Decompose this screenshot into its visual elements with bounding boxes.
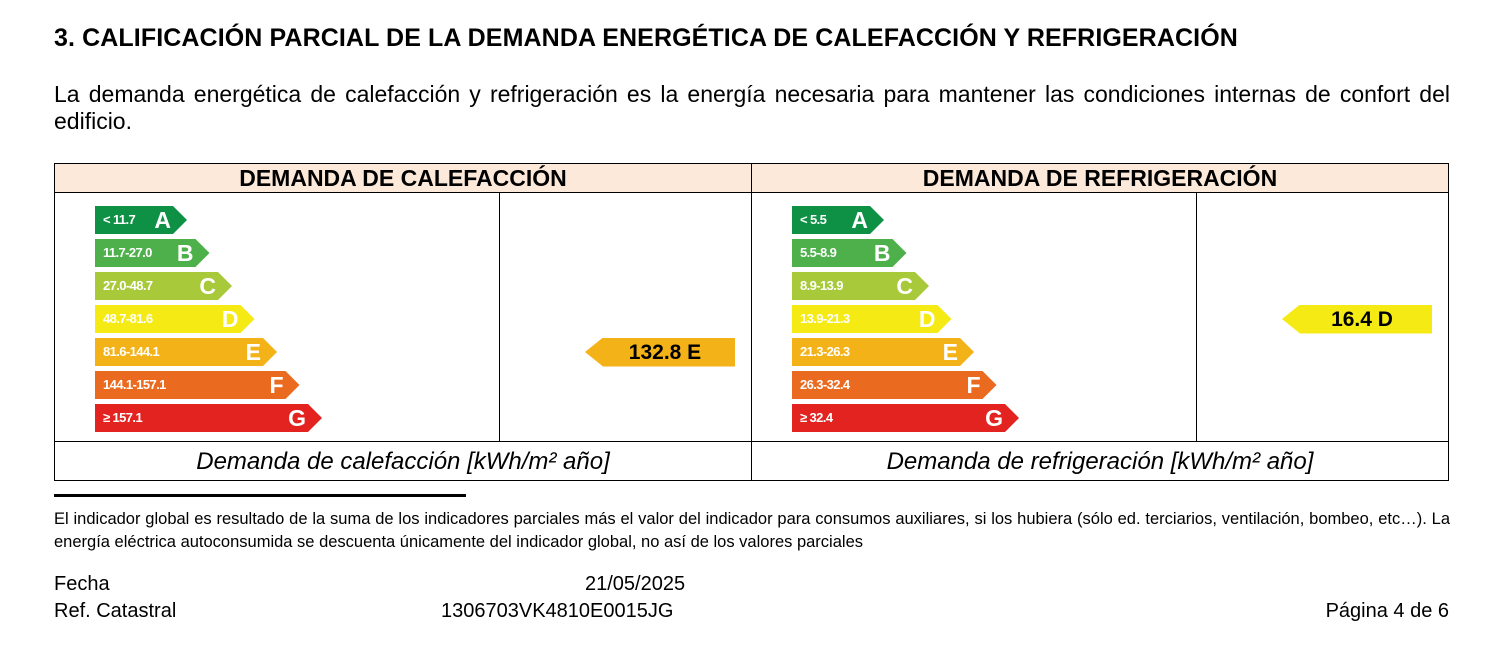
cooling-band-letter: E <box>942 339 958 365</box>
cooling-band-range: 13.9-21.3 <box>800 311 850 326</box>
cooling-band-d: 13.9-21.3 D <box>792 305 952 333</box>
heating-band-letter: G <box>288 405 306 431</box>
heating-band-letter: D <box>221 306 239 332</box>
heating-band-letter: B <box>176 240 194 266</box>
heating-band-range: < 11.7 <box>103 212 136 227</box>
cadastral-ref-label: Ref. Catastral <box>54 600 177 622</box>
heating-panel-footer: Demanda de calefacción [kWh/m² año] <box>55 441 751 480</box>
heating-band-letter: C <box>199 273 216 299</box>
heating-rating-area: 132.8 E <box>500 193 751 441</box>
heating-band-d: 48.7-81.6 D <box>95 305 255 333</box>
heating-band-b: 11.7-27.0 B <box>95 239 210 267</box>
cooling-panel-footer: Demanda de refrigeración [kWh/m² año] <box>752 441 1448 480</box>
global-indicator-note: El indicador global es resultado de la s… <box>54 510 1450 551</box>
cooling-band-e: 21.3-26.3 E <box>792 338 974 366</box>
cooling-band-range: 26.3-32.4 <box>800 377 850 392</box>
cooling-band-letter: G <box>985 405 1003 431</box>
cooling-band-range: 8.9-13.9 <box>800 278 843 293</box>
heating-band-letter: F <box>269 372 284 398</box>
cooling-demand-panel: DEMANDA DE REFRIGERACIÓN < 5.5 A 5.5-8.9 B… <box>751 163 1449 481</box>
cadastral-ref-value: 1306703VK4810E0015JG <box>441 600 674 622</box>
heating-band-c: 27.0-48.7 C <box>95 272 232 300</box>
cooling-band-range: ≥ 32.4 <box>800 410 833 425</box>
cooling-band-letter: C <box>896 273 913 299</box>
heating-band-range: 27.0-48.7 <box>103 278 153 293</box>
cooling-band-a: < 5.5 A <box>792 206 884 234</box>
heating-energy-scale: < 11.7 A 11.7-27.0 B 27.0-48.7 C 48.7-81.6 D… <box>55 193 500 441</box>
cooling-band-letter: D <box>918 306 936 332</box>
heating-band-range: 48.7-81.6 <box>103 311 153 326</box>
cooling-energy-scale: < 5.5 A 5.5-8.9 B 8.9-13.9 C 13.9-21.3 D 21.… <box>752 193 1197 441</box>
heating-band-letter: A <box>154 207 171 233</box>
cooling-band-g: ≥ 32.4 G <box>792 404 1019 432</box>
cooling-band-letter: F <box>966 372 981 398</box>
heating-band-a: < 11.7 A <box>95 206 187 234</box>
heating-band-g: ≥ 157.1 G <box>95 404 322 432</box>
heating-demand-panel: DEMANDA DE CALEFACCIÓN < 11.7 A 11.7-27.0… <box>54 163 752 481</box>
separator-rule <box>54 494 466 497</box>
heating-rating-indicator: 132.8 E <box>585 337 735 367</box>
cooling-rating-area: 16.4 D <box>1197 193 1448 441</box>
cooling-band-letter: B <box>873 240 891 266</box>
heating-band-f: 144.1-157.1 F <box>95 371 300 399</box>
heating-band-range: 81.6-144.1 <box>103 344 160 359</box>
cooling-band-range: 21.3-26.3 <box>800 344 850 359</box>
cooling-band-b: 5.5-8.9 B <box>792 239 907 267</box>
cooling-band-range: < 5.5 <box>800 212 827 227</box>
cooling-band-range: 5.5-8.9 <box>800 245 837 260</box>
date-label: Fecha <box>54 573 110 595</box>
cooling-band-letter: A <box>851 207 868 233</box>
page-number: Página 4 de 6 <box>1325 600 1449 622</box>
heating-band-range: 11.7-27.0 <box>103 245 152 260</box>
cooling-band-f: 26.3-32.4 F <box>792 371 997 399</box>
heating-panel-header: DEMANDA DE CALEFACCIÓN <box>55 164 751 193</box>
cooling-rating-indicator: 16.4 D <box>1282 304 1432 334</box>
date-value: 21/05/2025 <box>585 573 686 595</box>
intro-paragraph: La demanda energética de calefacción y r… <box>54 81 1450 134</box>
heating-band-range: ≥ 157.1 <box>103 410 143 425</box>
cooling-panel-header: DEMANDA DE REFRIGERACIÓN <box>752 164 1448 193</box>
heating-band-range: 144.1-157.1 <box>103 377 166 392</box>
section-title: 3. CALIFICACIÓN PARCIAL DE LA DEMANDA EN… <box>54 24 1238 52</box>
cooling-band-c: 8.9-13.9 C <box>792 272 929 300</box>
heating-band-letter: E <box>245 339 261 365</box>
heating-band-e: 81.6-144.1 E <box>95 338 277 366</box>
